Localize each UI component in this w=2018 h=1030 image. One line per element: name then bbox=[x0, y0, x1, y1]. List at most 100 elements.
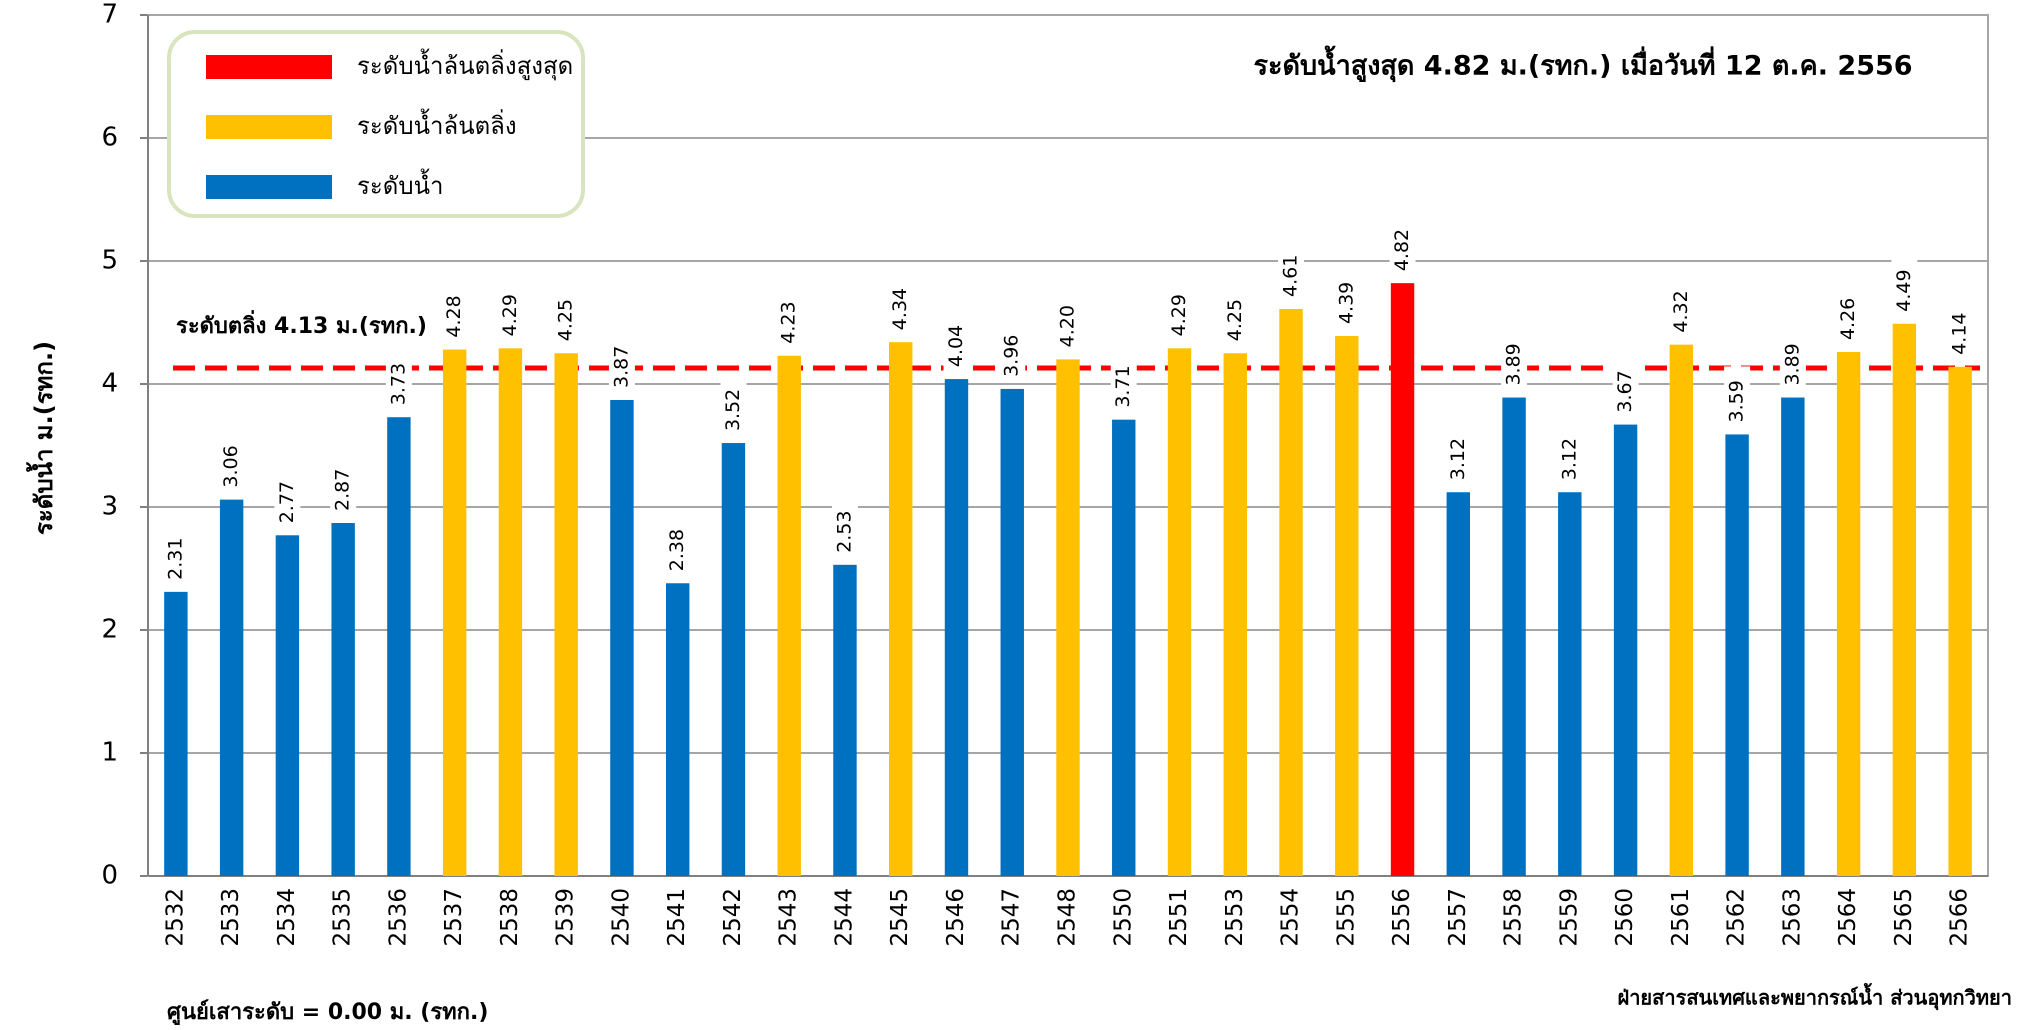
bar bbox=[1279, 308, 1303, 877]
x-tick-label: 2532 bbox=[162, 888, 188, 947]
value-label-bg bbox=[1556, 424, 1583, 485]
value-label: 3.89 bbox=[1503, 343, 1525, 385]
y-tick-label: 6 bbox=[101, 123, 118, 153]
value-label: 3.89 bbox=[1781, 343, 1803, 385]
x-tick-label: 2544 bbox=[831, 888, 857, 947]
value-label: 4.26 bbox=[1837, 298, 1859, 340]
x-tick-label: 2563 bbox=[1779, 888, 1805, 947]
value-label: 4.28 bbox=[443, 295, 465, 337]
legend-swatch bbox=[206, 175, 332, 199]
legend-swatch bbox=[206, 115, 332, 139]
bar bbox=[665, 583, 690, 876]
bar bbox=[777, 355, 801, 877]
value-label: 4.49 bbox=[1893, 269, 1915, 311]
value-label-bg bbox=[1612, 356, 1639, 417]
value-label: 2.38 bbox=[666, 529, 688, 571]
value-label-bg bbox=[497, 280, 524, 341]
x-tick-label: 2545 bbox=[887, 888, 913, 947]
legend-label: ระดับน้ำล้นตลิ่ง bbox=[357, 108, 517, 140]
legend-swatch bbox=[206, 55, 332, 79]
y-tick-label: 5 bbox=[101, 246, 118, 276]
value-label: 4.25 bbox=[1224, 299, 1246, 341]
value-label-bg bbox=[1835, 284, 1862, 345]
value-label-bg bbox=[1110, 351, 1137, 412]
bar bbox=[1669, 344, 1694, 876]
value-label-bg bbox=[218, 431, 245, 492]
value-label-bg bbox=[1166, 280, 1193, 341]
x-tick-label: 2536 bbox=[385, 888, 411, 947]
value-label-bg bbox=[1055, 291, 1081, 352]
value-label: 3.12 bbox=[1447, 438, 1469, 480]
value-label: 4.39 bbox=[1335, 282, 1357, 324]
y-tick-label: 0 bbox=[101, 861, 118, 891]
bar bbox=[1948, 366, 1972, 876]
value-label: 4.25 bbox=[555, 299, 577, 341]
x-tick-label: 2553 bbox=[1222, 888, 1248, 947]
x-tick-label: 2560 bbox=[1612, 888, 1638, 947]
x-tick-label: 2555 bbox=[1333, 888, 1359, 947]
x-tick-label: 2542 bbox=[720, 888, 746, 947]
value-label: 3.67 bbox=[1614, 370, 1636, 412]
value-label: 3.06 bbox=[220, 445, 242, 487]
x-tick-label: 2538 bbox=[497, 888, 523, 947]
value-label-bg bbox=[664, 515, 691, 576]
value-label-bg bbox=[943, 311, 970, 372]
bar bbox=[554, 353, 578, 876]
value-label: 3.73 bbox=[387, 363, 409, 405]
x-tick-label: 2535 bbox=[330, 888, 356, 947]
value-label-bg bbox=[385, 349, 412, 410]
x-tick-label: 2565 bbox=[1891, 888, 1917, 947]
bar bbox=[1223, 353, 1247, 876]
y-tick-label: 4 bbox=[101, 369, 118, 399]
bar bbox=[1502, 397, 1526, 876]
value-label-bg bbox=[1668, 276, 1695, 337]
value-label-bg bbox=[1891, 255, 1918, 316]
bar bbox=[889, 342, 913, 876]
annotation: ระดับน้ำสูงสุด 4.82 ม.(รทก.) เมื่อวันที่… bbox=[1253, 45, 1912, 83]
bar bbox=[164, 591, 188, 876]
value-label: 3.71 bbox=[1112, 365, 1134, 407]
y-axis-label: ระดับน้ำ ม.(รทก.) bbox=[25, 341, 58, 535]
value-label: 4.14 bbox=[1949, 312, 1971, 354]
bar bbox=[1446, 492, 1471, 876]
bar bbox=[331, 522, 355, 876]
bar bbox=[498, 348, 523, 877]
bar bbox=[219, 499, 244, 876]
value-label: 3.52 bbox=[722, 389, 744, 431]
x-tick-label: 2558 bbox=[1501, 888, 1527, 947]
value-label-bg bbox=[831, 496, 858, 557]
x-tick-label: 2566 bbox=[1947, 888, 1973, 947]
value-label-bg bbox=[1389, 215, 1416, 276]
bar bbox=[721, 443, 746, 876]
value-label: 3.12 bbox=[1558, 438, 1580, 480]
legend-label: ระดับน้ำล้นตลิ่งสูงสุด bbox=[357, 48, 573, 81]
bar bbox=[1892, 323, 1917, 877]
value-label: 3.59 bbox=[1726, 380, 1748, 422]
bar bbox=[1056, 359, 1080, 876]
legend-label: ระดับน้ำ bbox=[357, 168, 443, 200]
value-label-bg bbox=[720, 375, 747, 436]
bar bbox=[1000, 388, 1024, 876]
value-label-bg bbox=[330, 454, 357, 515]
value-label-bg bbox=[1501, 329, 1528, 390]
value-label-bg bbox=[999, 320, 1026, 381]
value-label: 2.77 bbox=[276, 481, 298, 523]
value-label-bg bbox=[1278, 240, 1305, 301]
value-label-bg bbox=[1222, 285, 1249, 346]
x-tick-label: 2543 bbox=[776, 888, 802, 947]
bar bbox=[1613, 424, 1638, 876]
x-tick-label: 2559 bbox=[1556, 888, 1582, 947]
value-label: 4.29 bbox=[1168, 294, 1190, 336]
value-label: 4.20 bbox=[1057, 305, 1079, 347]
value-label: 3.87 bbox=[610, 346, 632, 388]
bar bbox=[944, 379, 969, 876]
bar bbox=[1781, 397, 1805, 876]
bar bbox=[1112, 419, 1136, 876]
value-label: 4.34 bbox=[889, 288, 911, 330]
x-tick-label: 2551 bbox=[1166, 888, 1192, 947]
footer-right: ฝ่ายสารสนเทศและพยากรณ์น้ำ ส่วนอุทกวิทยา bbox=[1617, 983, 2012, 1011]
value-label-bg bbox=[162, 523, 189, 584]
x-tick-label: 2564 bbox=[1835, 888, 1861, 947]
bar bbox=[1836, 352, 1861, 876]
